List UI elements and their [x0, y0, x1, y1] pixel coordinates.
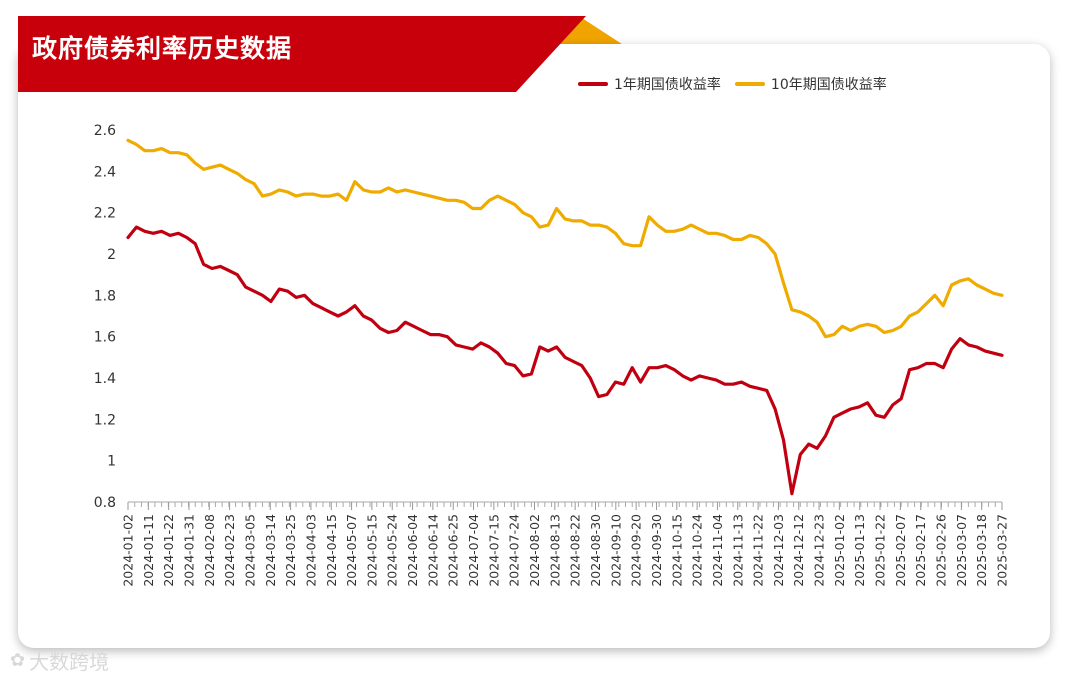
- series-line-1y: [126, 225, 1004, 496]
- x-tick-label: 2024-09-20: [629, 514, 644, 587]
- chart-legend: 1年期国债收益率 10年期国债收益率: [578, 74, 901, 94]
- logo-icon: ✿: [10, 650, 26, 671]
- x-tick-label: 2025-02-17: [913, 514, 928, 587]
- page-title: 政府债券利率历史数据: [32, 34, 293, 63]
- x-tick-label: 2025-03-18: [974, 514, 989, 587]
- x-tick-label: 2024-03-05: [242, 514, 257, 587]
- x-tick-label: 2024-01-31: [181, 514, 196, 587]
- y-tick-label: 2: [107, 247, 116, 263]
- legend-swatch-1y: [578, 82, 608, 86]
- x-tick-label: 2024-07-15: [486, 514, 501, 587]
- x-tick-label: 2024-10-15: [669, 514, 684, 587]
- x-tick-label: 2024-04-03: [303, 514, 318, 587]
- watermark-text: 大数跨境: [29, 650, 110, 674]
- x-tick-label: 2025-01-22: [873, 514, 888, 587]
- y-tick-label: 1: [107, 454, 116, 470]
- x-tick-label: 2025-02-07: [893, 514, 908, 587]
- x-tick-label: 2024-03-25: [283, 514, 298, 587]
- x-tick-label: 2024-12-12: [791, 514, 806, 587]
- x-tick-label: 2025-03-07: [954, 514, 969, 587]
- y-tick-label: 1.4: [94, 371, 116, 387]
- chart-card: [18, 44, 1050, 648]
- legend-swatch-10y: [734, 82, 765, 86]
- x-tick-label: 2024-01-22: [161, 514, 176, 587]
- x-tick-label: 2024-08-13: [547, 514, 562, 587]
- x-tick-label: 2024-11-22: [751, 514, 766, 587]
- y-tick-label: 2.6: [94, 123, 116, 139]
- x-tick-label: 2025-01-02: [832, 514, 847, 587]
- legend-item-1y[interactable]: 1年期国债收益率: [578, 74, 721, 94]
- x-tick-label: 2024-05-24: [385, 514, 400, 587]
- x-tick-label: 2025-03-27: [995, 514, 1010, 587]
- x-tick-label: 2024-11-04: [710, 514, 725, 587]
- x-tick-label: 2024-03-14: [263, 514, 278, 587]
- x-tick-label: 2025-01-13: [852, 514, 867, 587]
- x-tick-label: 2024-12-03: [771, 514, 786, 587]
- title-ribbon: [18, 16, 586, 92]
- watermark: ✿ 大数跨境: [10, 646, 109, 675]
- x-tick-label: 2024-06-14: [425, 514, 440, 587]
- x-tick-label: 2024-07-04: [466, 514, 481, 587]
- x-tick-label: 2024-01-02: [121, 514, 136, 587]
- x-tick-label: 2024-05-15: [364, 514, 379, 587]
- x-tick-label: 2024-09-10: [608, 514, 623, 587]
- legend-label-10y: 10年期国债收益率: [770, 77, 887, 93]
- x-tick-label: 2024-06-25: [446, 514, 461, 587]
- legend-label-1y: 1年期国债收益率: [614, 77, 721, 93]
- y-tick-label: 2.2: [94, 206, 116, 222]
- y-tick-label: 0.8: [94, 495, 116, 511]
- x-tick-label: 2024-04-15: [324, 514, 339, 587]
- y-tick-label: 1.6: [94, 330, 116, 346]
- x-tick-label: 2024-08-30: [588, 514, 603, 587]
- x-tick-label: 2024-11-13: [730, 514, 745, 587]
- legend-item-10y[interactable]: 10年期国债收益率: [734, 74, 887, 94]
- x-tick-label: 2024-06-04: [405, 514, 420, 587]
- series-line-10y: [126, 138, 1004, 339]
- x-tick-label: 2024-02-08: [202, 514, 217, 587]
- x-tick-label: 2024-12-23: [812, 514, 827, 587]
- y-tick-label: 2.4: [94, 164, 116, 180]
- y-tick-label: 1.8: [94, 288, 116, 304]
- x-tick-label: 2024-07-24: [507, 514, 522, 587]
- x-tick-label: 2025-02-26: [934, 514, 949, 587]
- x-tick-label: 2024-10-24: [690, 514, 705, 587]
- x-tick-label: 2024-08-02: [527, 514, 542, 587]
- x-tick-label: 2024-01-11: [141, 514, 156, 587]
- x-tick-label: 2024-02-23: [222, 514, 237, 587]
- x-tick-label: 2024-05-07: [344, 514, 359, 587]
- y-tick-label: 1.2: [94, 412, 116, 428]
- x-tick-label: 2024-09-30: [649, 514, 664, 587]
- x-tick-label: 2024-08-22: [568, 514, 583, 587]
